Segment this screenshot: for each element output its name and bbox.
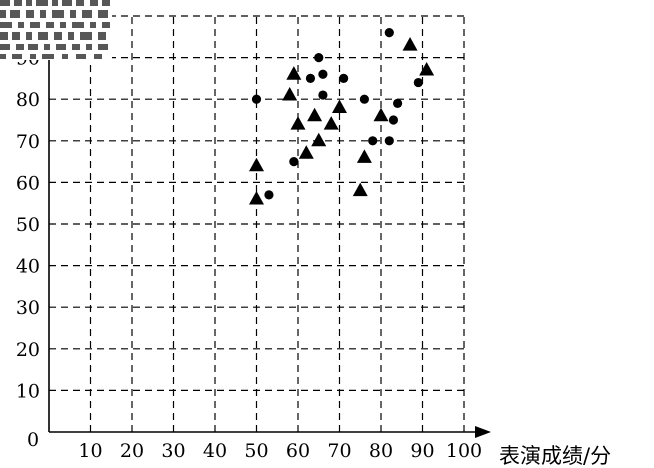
x-axis-arrow [475, 426, 491, 438]
y-tick-label-7: 70 [16, 131, 40, 153]
point-circle-13 [388, 115, 399, 125]
point-circle-9 [359, 94, 369, 104]
point-circle-8 [339, 73, 349, 83]
x-tick-label-8: 80 [369, 440, 393, 462]
point-triangle-11 [352, 182, 368, 197]
x-axis-label: 表演成绩/分 [499, 444, 611, 468]
point-triangle-10 [332, 99, 347, 113]
point-triangle-2 [249, 190, 264, 205]
x-tick-label-7: 70 [327, 440, 351, 462]
axes [48, 16, 491, 438]
point-triangle-9 [323, 116, 339, 130]
x-tick-label-6: 60 [286, 440, 310, 462]
point-triangle-5 [290, 116, 306, 130]
y-tick-label-5: 50 [16, 214, 40, 236]
point-circle-1 [251, 94, 262, 104]
point-circle-11 [384, 28, 394, 38]
point-triangle-4 [286, 66, 302, 80]
x-tick-label-4: 40 [203, 440, 227, 462]
point-triangle-8 [311, 132, 327, 147]
point-circle-3 [289, 157, 299, 167]
point-triangle-15 [419, 62, 435, 76]
point-circle-6 [318, 69, 328, 79]
y-tick-label-3: 30 [16, 297, 40, 319]
point-circle-12 [384, 136, 394, 146]
point-triangle-3 [282, 86, 298, 101]
origin-label: 0 [27, 429, 39, 451]
point-triangle-14 [402, 37, 418, 51]
tick-labels: 1020304050607080901001020304050607080901… [4, 6, 482, 462]
point-circle-2 [264, 190, 274, 200]
data-points [249, 28, 435, 205]
point-circle-14 [393, 98, 403, 108]
y-tick-label-6: 60 [16, 172, 40, 194]
point-circle-10 [368, 136, 378, 146]
point-triangle-12 [356, 149, 372, 163]
y-tick-label-2: 20 [16, 339, 40, 361]
x-tick-label-2: 20 [120, 440, 144, 462]
point-circle-7 [318, 90, 328, 100]
point-circle-5 [314, 53, 324, 63]
y-tick-label-4: 40 [16, 256, 40, 278]
point-circle-4 [305, 73, 316, 83]
point-triangle-6 [298, 145, 314, 159]
point-triangle-13 [373, 107, 389, 122]
x-tick-label-10: 100 [446, 440, 482, 462]
point-triangle-1 [249, 157, 264, 172]
x-tick-label-1: 10 [78, 440, 102, 462]
x-tick-label-3: 30 [161, 440, 185, 462]
x-tick-label-9: 90 [410, 440, 434, 462]
corner-stamp-artifact [0, 0, 112, 60]
y-tick-label-1: 10 [16, 380, 40, 402]
grid-lines [49, 15, 465, 432]
point-triangle-7 [307, 107, 323, 122]
x-tick-label-5: 50 [244, 440, 268, 462]
y-tick-label-8: 80 [16, 89, 40, 111]
point-circle-15 [413, 77, 423, 88]
